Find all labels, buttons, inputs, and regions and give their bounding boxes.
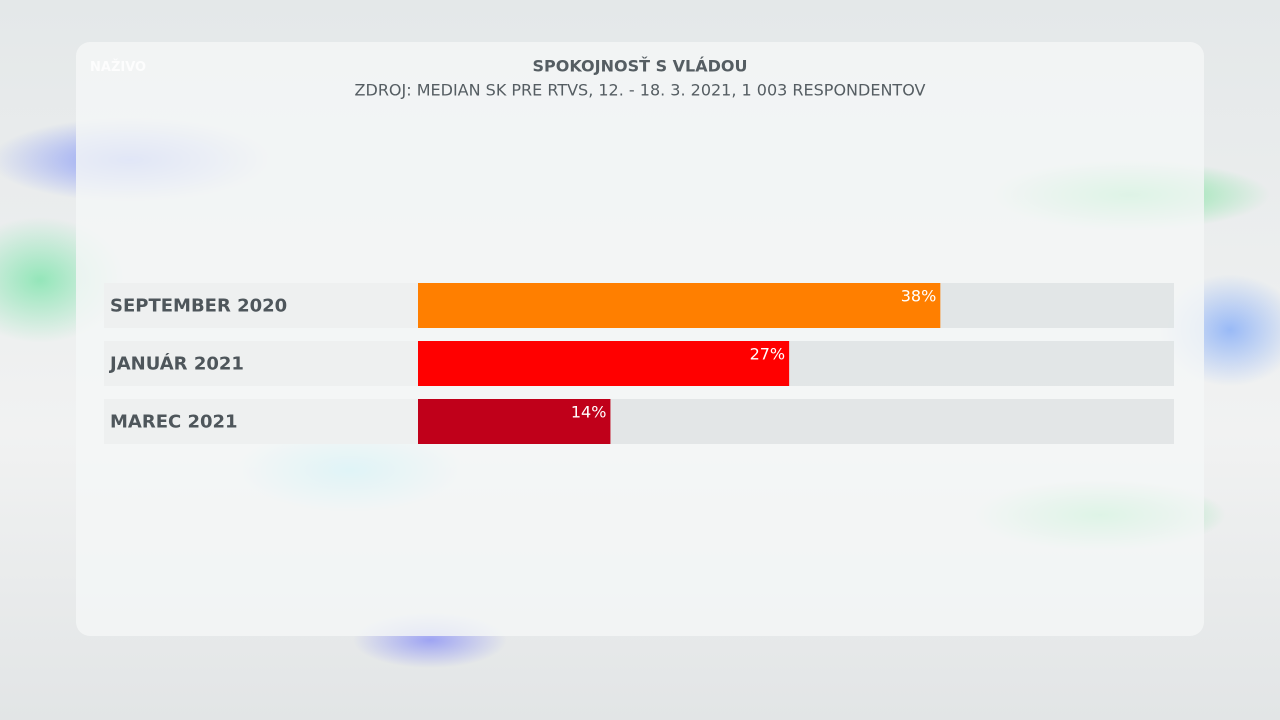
chart-subtitle: ZDROJ: MEDIAN SK PRE RTVS, 12. - 18. 3. …	[355, 81, 926, 100]
bar	[418, 399, 611, 444]
label-box	[104, 399, 418, 444]
bar	[418, 283, 941, 328]
bar	[418, 341, 790, 386]
label-box	[104, 283, 418, 328]
panel	[76, 42, 1204, 636]
logo: NAŽIVO	[90, 60, 147, 75]
category-label: SEPTEMBER 2020	[110, 296, 287, 317]
value-label: 27%	[750, 345, 786, 364]
value-label: 14%	[571, 403, 607, 422]
category-label: JANUÁR 2021	[108, 353, 244, 375]
chart-title: SPOKOJNOSŤ S VLÁDOU	[532, 57, 747, 76]
category-label: MAREC 2021	[110, 412, 238, 433]
value-label: 38%	[901, 287, 937, 306]
label-box	[104, 341, 418, 386]
